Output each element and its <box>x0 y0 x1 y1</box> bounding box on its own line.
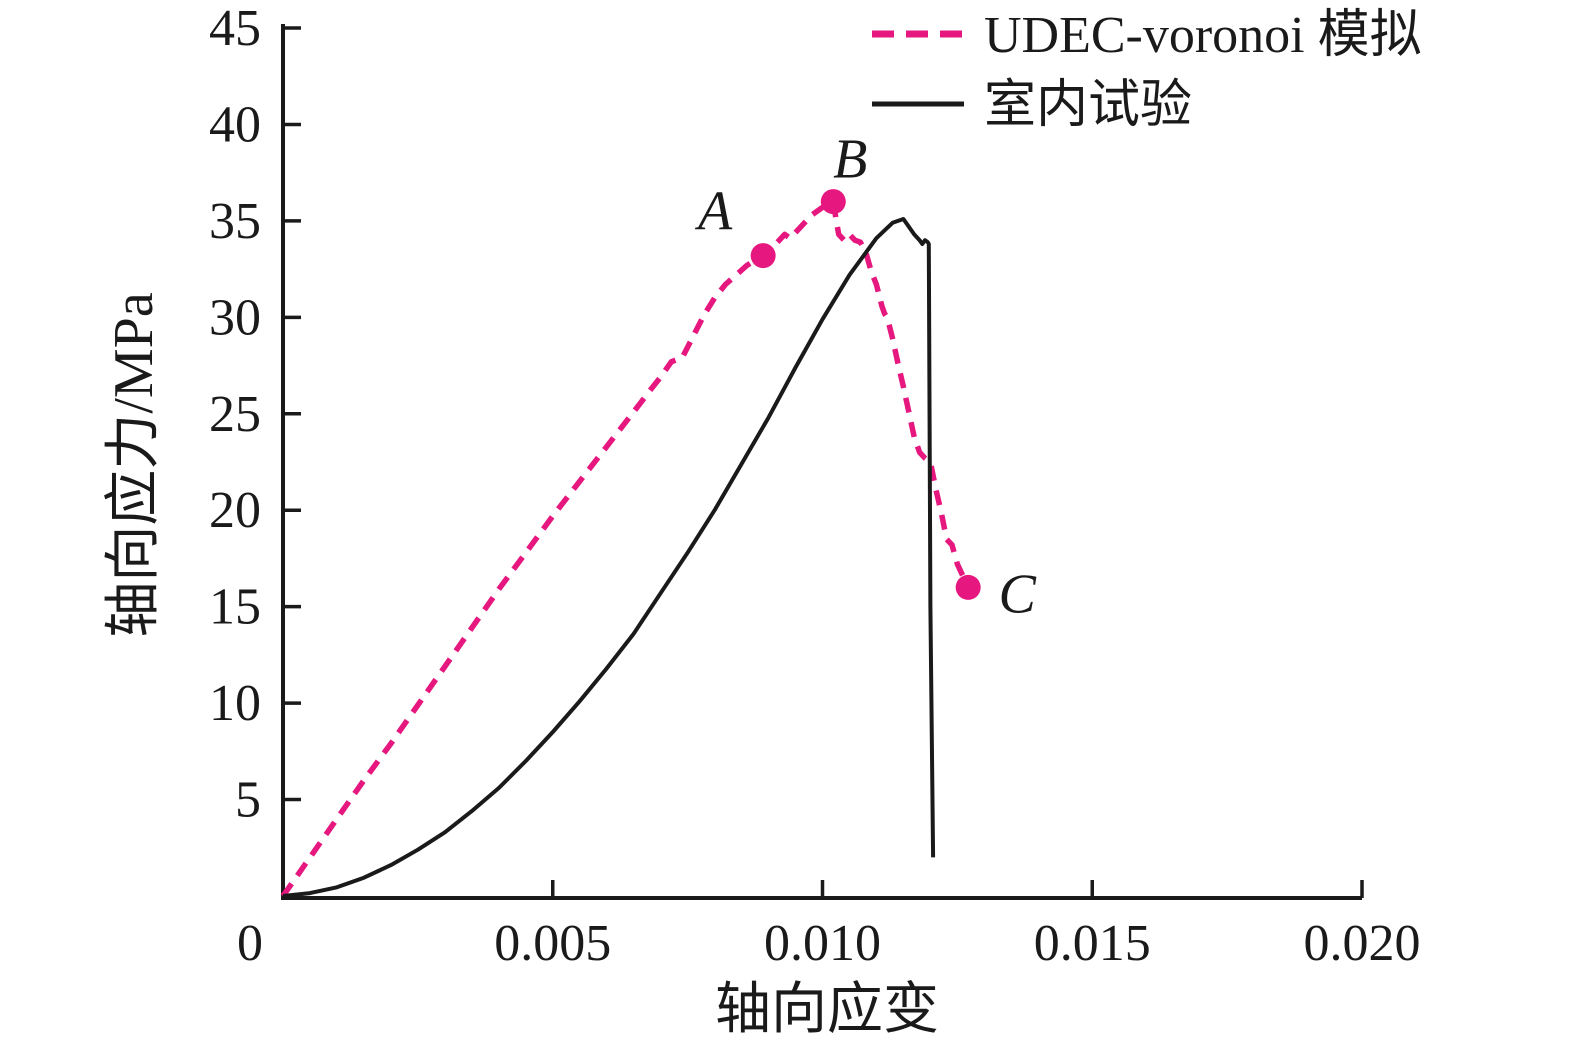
point-a-label: A <box>694 181 733 243</box>
x-axis-tick-label: 0.020 <box>1304 915 1421 972</box>
x-axis-tick-label: 0.010 <box>764 915 881 972</box>
x-axis-tick-label: 0.015 <box>1034 915 1151 972</box>
y-axis-tick-label: 15 <box>209 579 261 636</box>
x-axis-title: 轴向应变 <box>715 979 939 1038</box>
point-b-marker <box>820 189 846 215</box>
y-axis-tick-label: 45 <box>209 0 261 57</box>
x-axis-tick-label: 0.005 <box>494 915 611 972</box>
legend-label-laboratory-test: 室内试验 <box>984 77 1192 134</box>
axis-lines <box>281 24 1362 900</box>
x-axis-tick-label: 0 <box>237 915 263 972</box>
point-a-marker <box>750 243 776 269</box>
y-axis-tick-label: 20 <box>209 482 261 539</box>
axes-group: 5 10 15 20 25 30 35 40 45 0 0.005 0.010 0.015 0.020 轴向… <box>103 0 1421 1038</box>
y-axis-tick-label: 30 <box>209 289 261 346</box>
y-axis-tick-label: 10 <box>209 675 261 732</box>
y-axis-title: 轴向应力/MPa <box>103 292 165 637</box>
point-c-marker <box>955 574 981 600</box>
curve-udec-voronoi-simulation <box>280 198 971 898</box>
legend-label-udec-voronoi-simulation: UDEC-voronoi 模拟 <box>984 7 1422 64</box>
point-c-label: C <box>998 563 1036 625</box>
annotations-group: A B C <box>694 129 1036 626</box>
y-axis-tick-label: 35 <box>209 193 261 250</box>
y-axis-tick-label: 40 <box>209 96 261 153</box>
curve-laboratory-test <box>282 217 936 898</box>
point-b-label: B <box>833 129 867 191</box>
y-axis-tick-label: 25 <box>209 386 261 443</box>
y-axis-tick-label: 5 <box>235 772 261 829</box>
curves-group <box>280 198 971 898</box>
